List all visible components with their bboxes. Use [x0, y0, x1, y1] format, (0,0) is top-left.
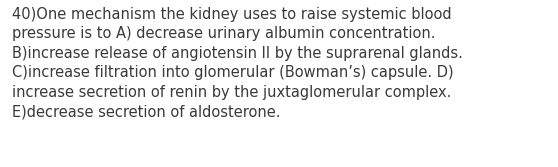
Text: 40)One mechanism the kidney uses to raise systemic blood
pressure is to A) decre: 40)One mechanism the kidney uses to rais…: [12, 7, 463, 119]
